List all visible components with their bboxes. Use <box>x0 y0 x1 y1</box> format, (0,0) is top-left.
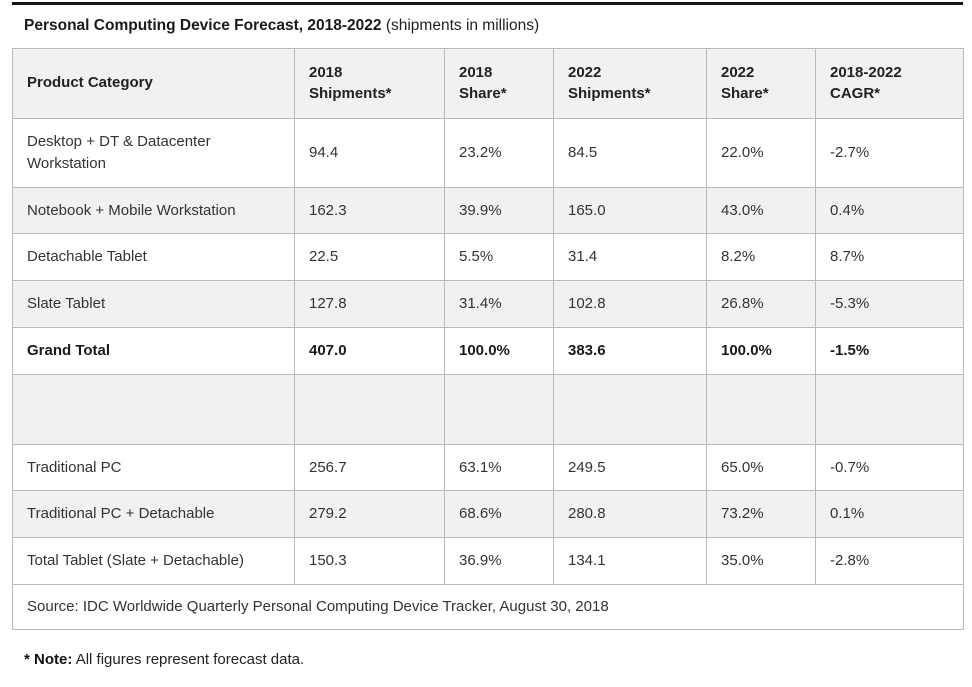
cell-2018-shipments: 256.7 <box>294 443 445 492</box>
cell-cagr: 0.4% <box>815 186 964 235</box>
row-traditional-pc: Traditional PC 256.7 63.1% 249.5 65.0% -… <box>12 443 964 492</box>
header-label: 2022 <box>568 63 602 81</box>
page-title: Personal Computing Device Forecast, 2018… <box>24 17 963 36</box>
cell-2022-share: 73.2% <box>706 490 816 539</box>
cell-cagr: -0.7% <box>815 443 964 492</box>
header-label: Shipments* <box>568 85 651 103</box>
footnote: * Note: All figures represent forecast d… <box>24 650 963 670</box>
cell-category: Traditional PC <box>12 443 295 492</box>
cell-cagr: -2.7% <box>815 118 964 188</box>
cell-category <box>12 373 295 445</box>
cell-2022-shipments: 84.5 <box>553 118 707 188</box>
cell-2018-share: 36.9% <box>444 537 554 585</box>
cell-2018-shipments: 127.8 <box>294 280 445 328</box>
header-label: Share* <box>459 85 507 103</box>
footnote-text: All figures represent forecast data. <box>75 650 305 668</box>
cell-2022-shipments: 134.1 <box>553 537 707 585</box>
cell-2022-shipments: 280.8 <box>553 490 707 539</box>
row-grand-total: Grand Total 407.0 100.0% 383.6 100.0% -1… <box>12 326 964 375</box>
cell-2018-share: 23.2% <box>444 118 554 188</box>
source-row: Source: IDC Worldwide Quarterly Personal… <box>12 583 964 630</box>
row-desktop-workstation: Desktop + DT & Datacenter Workstation 94… <box>12 118 964 188</box>
header-product-category: Product Category <box>12 47 295 120</box>
cell-2018-shipments: 22.5 <box>294 233 445 282</box>
cell-2022-share: 35.0% <box>706 537 816 585</box>
row-notebook: Notebook + Mobile Workstation 162.3 39.9… <box>12 186 964 235</box>
row-detachable-tablet: Detachable Tablet 22.5 5.5% 31.4 8.2% 8.… <box>12 233 964 282</box>
cell-cagr: -2.8% <box>815 537 964 585</box>
top-rule <box>12 2 963 5</box>
cell-2018-share: 100.0% <box>444 326 554 375</box>
header-label: 2022 <box>721 63 755 81</box>
cell-2022-share: 65.0% <box>706 443 816 492</box>
cell-2018-shipments: 150.3 <box>294 537 445 585</box>
cell-2022-shipments: 102.8 <box>553 280 707 328</box>
header-label: CAGR* <box>830 85 881 103</box>
header-label: 2018 <box>309 63 343 81</box>
source-cell: Source: IDC Worldwide Quarterly Personal… <box>12 583 964 630</box>
cell-category: Total Tablet (Slate + Detachable) <box>12 537 295 585</box>
cell-2018-share: 39.9% <box>444 186 554 235</box>
cell-2022-share: 8.2% <box>706 233 816 282</box>
cell-2022-share <box>706 373 816 445</box>
cell-category: Traditional PC + Detachable <box>12 490 295 539</box>
cell-2022-share: 100.0% <box>706 326 816 375</box>
row-slate-tablet: Slate Tablet 127.8 31.4% 102.8 26.8% -5.… <box>12 280 964 328</box>
row-total-tablet: Total Tablet (Slate + Detachable) 150.3 … <box>12 537 964 585</box>
footnote-label: * Note: <box>24 650 73 668</box>
cell-2022-share: 43.0% <box>706 186 816 235</box>
cell-2018-shipments: 407.0 <box>294 326 445 375</box>
header-label: Shipments* <box>309 85 392 103</box>
cell-category: Grand Total <box>12 326 295 375</box>
cell-cagr: -5.3% <box>815 280 964 328</box>
title-subtitle: (shipments in millions) <box>385 17 540 34</box>
cell-2018-share <box>444 373 554 445</box>
cell-cagr <box>815 373 964 445</box>
header-label: 2018-2022 <box>830 63 902 81</box>
cell-2018-shipments: 94.4 <box>294 118 445 188</box>
cell-category: Detachable Tablet <box>12 233 295 282</box>
cell-2022-shipments: 249.5 <box>553 443 707 492</box>
cell-cagr: 0.1% <box>815 490 964 539</box>
header-row: Product Category 2018 Shipments* 2018 Sh… <box>12 47 964 120</box>
cell-2018-shipments: 279.2 <box>294 490 445 539</box>
cell-category: Notebook + Mobile Workstation <box>12 186 295 235</box>
cell-2022-shipments: 165.0 <box>553 186 707 235</box>
header-label: Product Category <box>27 74 153 92</box>
cell-2018-share: 5.5% <box>444 233 554 282</box>
cell-2018-share: 31.4% <box>444 280 554 328</box>
header-label: 2018 <box>459 63 493 81</box>
cell-2022-share: 22.0% <box>706 118 816 188</box>
header-label: Share* <box>721 85 769 103</box>
row-spacer <box>12 373 964 445</box>
cell-2022-shipments: 383.6 <box>553 326 707 375</box>
cell-2018-share: 63.1% <box>444 443 554 492</box>
cell-2018-shipments: 162.3 <box>294 186 445 235</box>
header-cagr: 2018-2022 CAGR* <box>815 47 964 120</box>
cell-2018-share: 68.6% <box>444 490 554 539</box>
cell-2022-share: 26.8% <box>706 280 816 328</box>
header-2022-shipments: 2022 Shipments* <box>553 47 707 120</box>
forecast-table: Product Category 2018 Shipments* 2018 Sh… <box>12 47 964 630</box>
cell-category: Desktop + DT & Datacenter Workstation <box>12 118 295 188</box>
cell-cagr: -1.5% <box>815 326 964 375</box>
cell-2022-shipments <box>553 373 707 445</box>
cell-cagr: 8.7% <box>815 233 964 282</box>
title-main: Personal Computing Device Forecast, 2018… <box>24 17 382 34</box>
cell-2022-shipments: 31.4 <box>553 233 707 282</box>
header-2022-share: 2022 Share* <box>706 47 816 120</box>
cell-2018-shipments <box>294 373 445 445</box>
header-2018-shipments: 2018 Shipments* <box>294 47 445 120</box>
row-traditional-pc-detachable: Traditional PC + Detachable 279.2 68.6% … <box>12 490 964 539</box>
cell-category: Slate Tablet <box>12 280 295 328</box>
header-2018-share: 2018 Share* <box>444 47 554 120</box>
